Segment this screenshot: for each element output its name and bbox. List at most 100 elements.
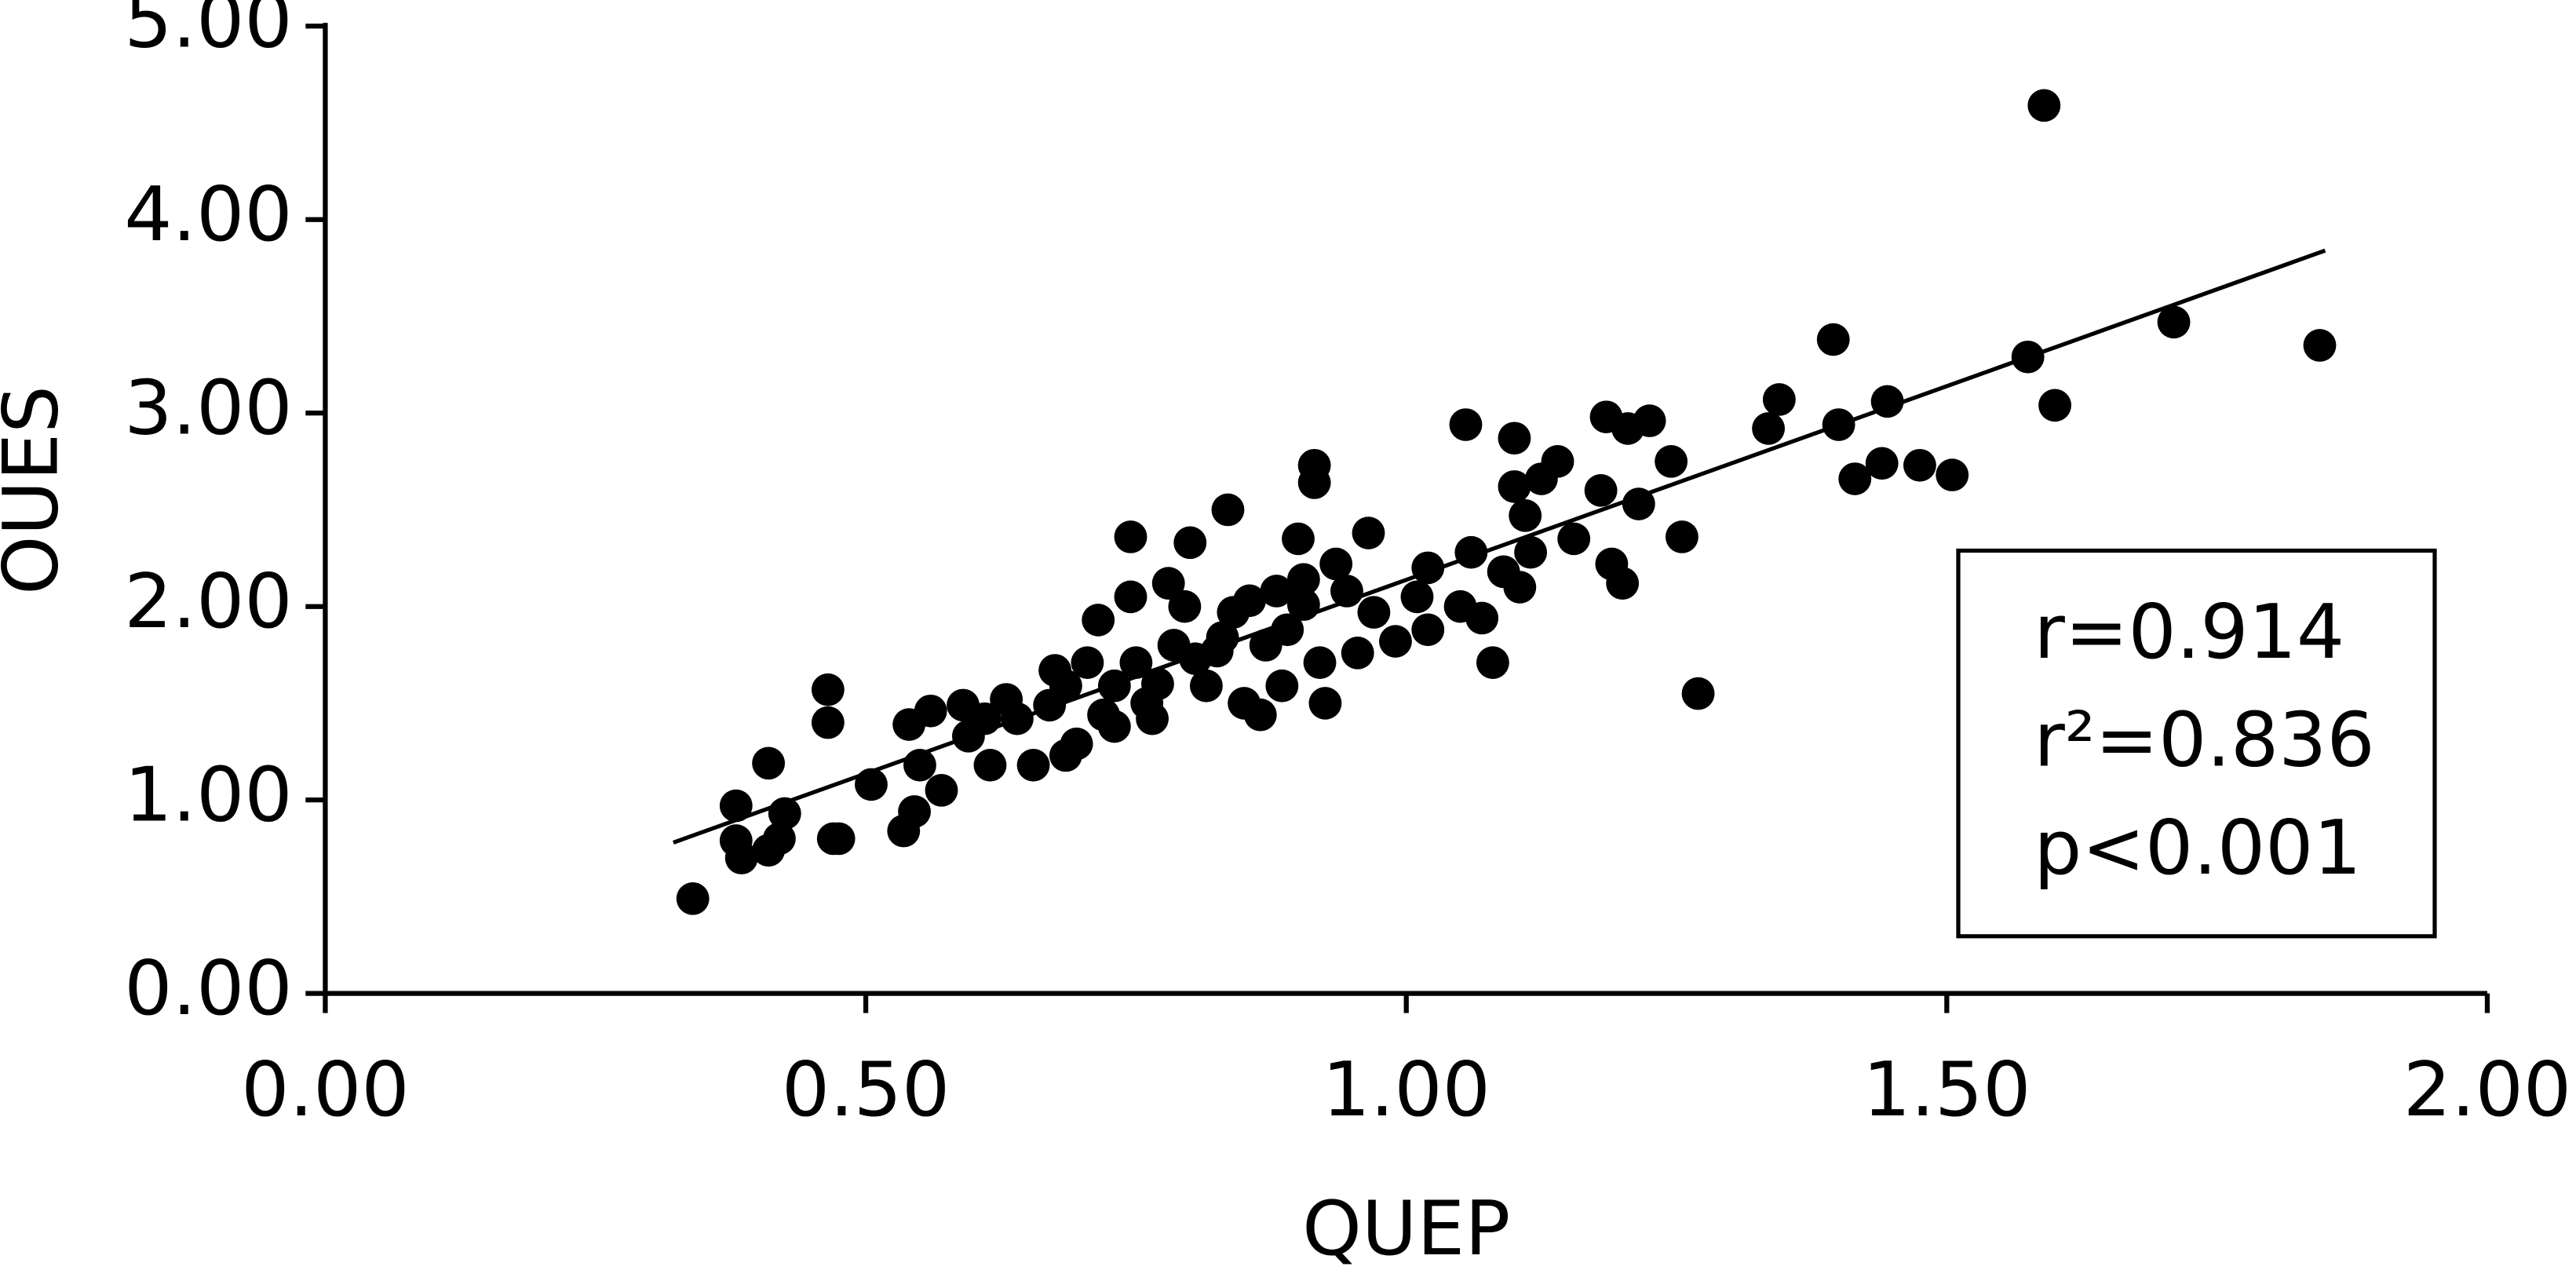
- point: [1151, 567, 1185, 600]
- point: [2038, 389, 2071, 422]
- x-tick-label: 2.00: [2403, 1046, 2571, 1133]
- point: [1411, 551, 1445, 585]
- point: [1865, 447, 1899, 480]
- point: [768, 797, 801, 830]
- point: [1114, 520, 1148, 553]
- point: [1286, 588, 1320, 622]
- point: [752, 746, 786, 780]
- point: [1498, 470, 1531, 503]
- point: [1136, 702, 1169, 735]
- point: [1357, 596, 1391, 629]
- point: [1557, 522, 1591, 556]
- point: [855, 768, 888, 801]
- point: [1606, 567, 1640, 600]
- point: [1189, 669, 1223, 703]
- point: [762, 822, 796, 856]
- point: [1141, 667, 1174, 701]
- x-tick-label: 0.00: [241, 1046, 409, 1133]
- point: [1449, 408, 1483, 441]
- point: [1097, 669, 1131, 703]
- point: [1233, 584, 1266, 618]
- y-tick-label: 0.00: [124, 944, 292, 1032]
- annotation: p<0.001: [2034, 804, 2361, 892]
- point: [1119, 646, 1153, 679]
- point: [676, 882, 710, 915]
- point: [903, 748, 936, 782]
- point: [1465, 601, 1499, 635]
- point: [1282, 522, 1315, 556]
- point: [1271, 613, 1304, 647]
- point: [1752, 412, 1786, 445]
- x-axis-label: QUEP: [1302, 1184, 1510, 1272]
- point: [1341, 637, 1374, 670]
- point: [1206, 621, 1239, 654]
- x-tick-label: 1.50: [1863, 1046, 2031, 1133]
- point: [1297, 466, 1331, 499]
- point: [1308, 687, 1342, 720]
- point: [1060, 727, 1093, 761]
- x-tick-label: 1.00: [1323, 1046, 1491, 1133]
- stats-box: [1956, 548, 2437, 939]
- point: [811, 673, 845, 706]
- point: [1114, 580, 1148, 614]
- point: [1584, 474, 1618, 507]
- point: [1454, 535, 1488, 569]
- point: [1379, 625, 1412, 658]
- point: [2303, 329, 2337, 362]
- point: [1286, 563, 1320, 597]
- y-tick-label: 3.00: [124, 364, 292, 452]
- point: [811, 706, 845, 739]
- y-axis-label: OUES: [0, 385, 75, 595]
- point: [1319, 547, 1353, 581]
- fit-line: [673, 248, 2326, 845]
- point: [1622, 487, 1655, 520]
- point: [1503, 571, 1537, 604]
- point: [1655, 445, 1688, 478]
- point: [1260, 575, 1293, 608]
- point: [1498, 422, 1531, 455]
- annotation: r²=0.836: [2034, 696, 2374, 784]
- point: [1303, 646, 1337, 679]
- point: [1822, 408, 1855, 441]
- point: [1476, 646, 1509, 679]
- point: [1330, 575, 1363, 608]
- annotation: r=0.914: [2034, 588, 2344, 676]
- point: [1173, 526, 1207, 560]
- point: [1168, 589, 1202, 623]
- point: [1681, 677, 1715, 710]
- point: [2011, 340, 2045, 374]
- y-tick-label: 1.00: [124, 751, 292, 839]
- point: [1400, 580, 1434, 614]
- point: [1509, 499, 1542, 532]
- point: [898, 795, 931, 828]
- point: [968, 702, 1002, 735]
- point: [914, 694, 947, 728]
- point: [2157, 305, 2191, 339]
- point: [1816, 323, 1850, 356]
- point: [1016, 748, 1050, 782]
- point: [1665, 520, 1698, 553]
- point: [1762, 383, 1796, 416]
- point: [724, 841, 758, 874]
- point: [1936, 458, 1969, 491]
- point: [1082, 604, 1115, 637]
- point: [1097, 710, 1131, 743]
- point: [1514, 535, 1548, 569]
- point: [1541, 445, 1574, 478]
- point: [1838, 462, 1872, 495]
- point: [1038, 654, 1072, 687]
- point: [1411, 613, 1445, 647]
- y-tick-label: 4.00: [124, 170, 292, 258]
- point: [1071, 646, 1104, 679]
- point: [822, 822, 856, 856]
- x-tick-label: 0.50: [782, 1046, 950, 1133]
- point: [1000, 702, 1034, 735]
- point: [1870, 385, 1904, 418]
- point: [1903, 448, 1936, 482]
- y-tick-label: 2.00: [124, 557, 292, 645]
- point: [1211, 493, 1245, 527]
- point: [1265, 669, 1299, 703]
- point: [925, 774, 958, 807]
- point: [1243, 698, 1277, 732]
